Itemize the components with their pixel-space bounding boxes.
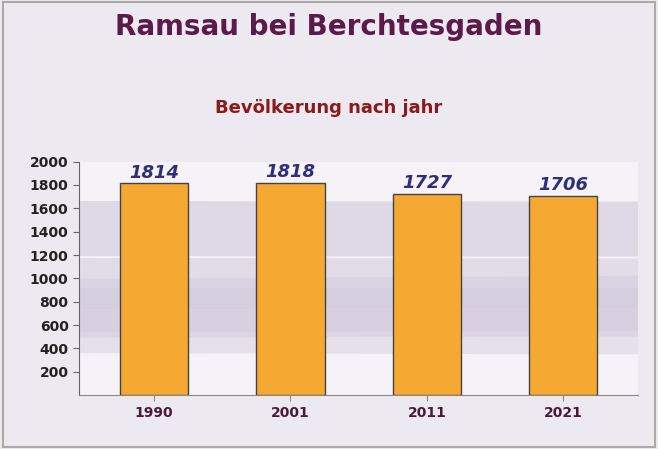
Text: 1814: 1814 xyxy=(129,163,179,181)
Polygon shape xyxy=(0,130,658,200)
Polygon shape xyxy=(0,286,658,372)
Polygon shape xyxy=(0,243,658,342)
Polygon shape xyxy=(0,303,658,374)
Bar xyxy=(393,194,461,395)
Bar xyxy=(120,183,188,395)
Bar xyxy=(529,196,597,395)
Polygon shape xyxy=(0,200,658,268)
Bar xyxy=(257,183,324,395)
Text: Bevölkerung nach jahr: Bevölkerung nach jahr xyxy=(215,99,443,117)
Text: Ramsau bei Berchtesgaden: Ramsau bei Berchtesgaden xyxy=(115,13,543,41)
Text: 1706: 1706 xyxy=(538,176,588,194)
Text: 1818: 1818 xyxy=(265,163,315,181)
Text: 1727: 1727 xyxy=(402,174,452,192)
Polygon shape xyxy=(0,272,658,314)
